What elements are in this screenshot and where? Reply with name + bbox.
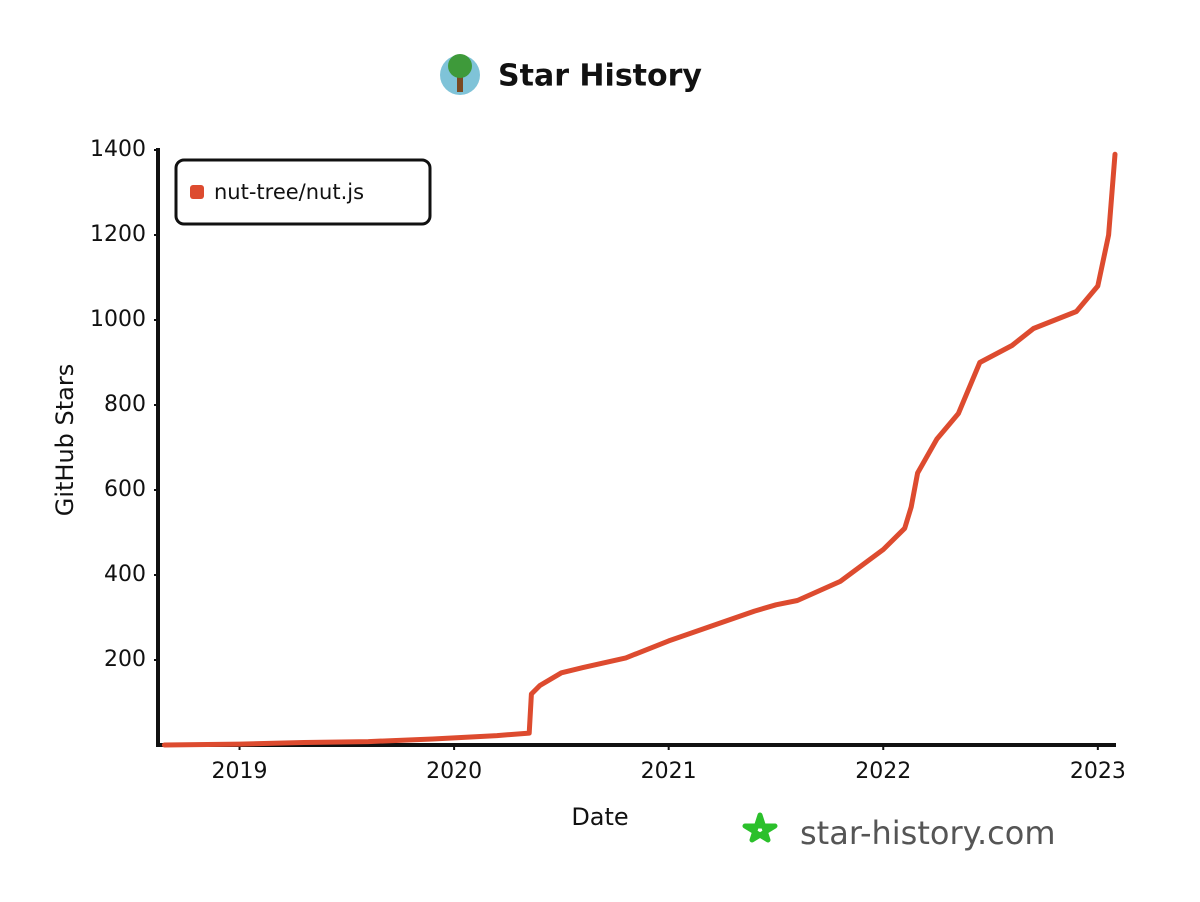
legend-swatch: [190, 185, 204, 199]
legend-label: nut-tree/nut.js: [214, 180, 364, 204]
watermark: star-history.com: [800, 814, 1056, 852]
y-tick-label: 1000: [90, 307, 146, 332]
x-tick-label: 2019: [212, 759, 268, 784]
x-tick-label: 2023: [1070, 759, 1126, 784]
title-icon: [440, 54, 480, 95]
watermark-icon: [742, 812, 778, 843]
y-tick-label: 1400: [90, 137, 146, 162]
x-tick-label: 2022: [855, 759, 911, 784]
y-axis-label: GitHub Stars: [51, 364, 79, 517]
series-line: [161, 151, 1118, 748]
y-tick-label: 400: [104, 562, 146, 587]
legend: nut-tree/nut.js: [174, 158, 432, 226]
chart-title: Star History: [498, 59, 702, 94]
y-tick-label: 800: [104, 392, 146, 417]
x-tick-label: 2021: [641, 759, 697, 784]
y-tick-label: 200: [104, 647, 146, 672]
legend-box: [174, 158, 432, 226]
y-tick-label: 1200: [90, 222, 146, 247]
y-tick-label: 600: [104, 477, 146, 502]
x-axis-label: Date: [571, 803, 628, 831]
x-tick-label: 2020: [426, 759, 482, 784]
